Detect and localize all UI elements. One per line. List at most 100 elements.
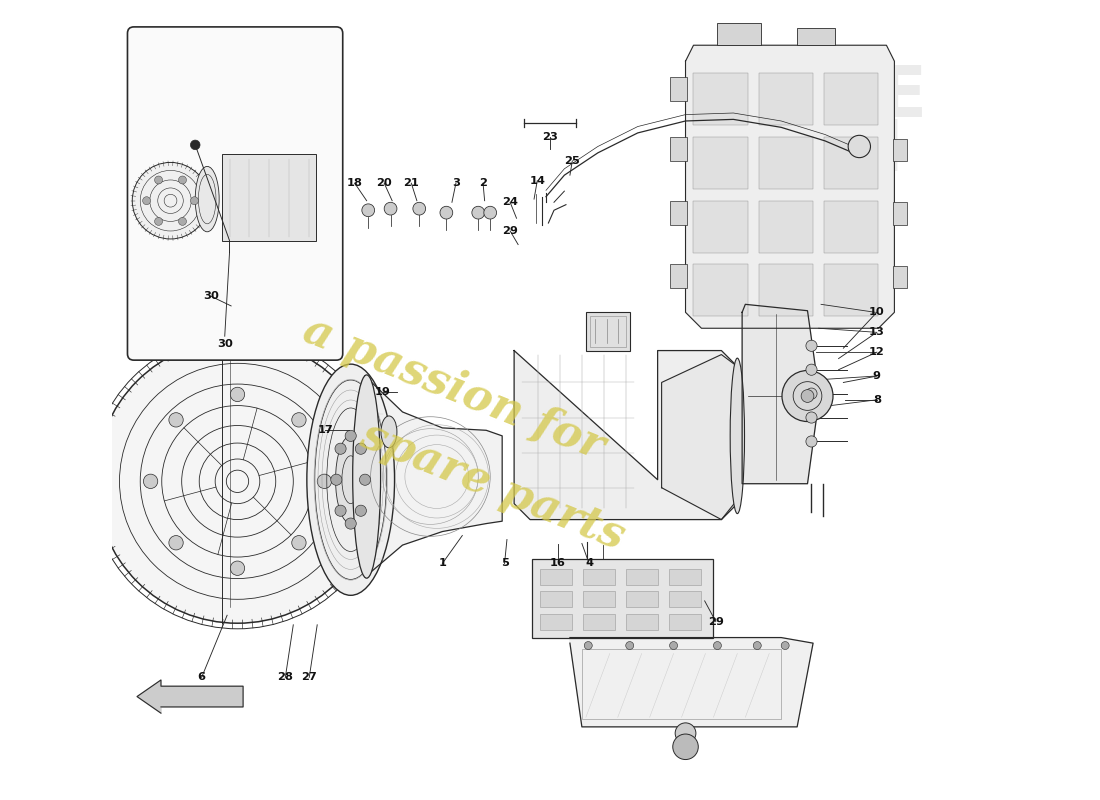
Circle shape (355, 443, 366, 454)
Text: 30: 30 (204, 291, 219, 302)
Bar (824, 73, 879, 125)
Bar (670, 201, 688, 225)
Text: 16: 16 (550, 558, 565, 569)
Circle shape (143, 197, 151, 205)
Bar (798, 28, 835, 46)
Bar (893, 266, 907, 288)
Circle shape (178, 176, 187, 184)
Circle shape (362, 204, 375, 217)
Text: 10: 10 (869, 307, 884, 318)
Text: 27: 27 (301, 673, 317, 682)
Circle shape (155, 176, 163, 184)
Ellipse shape (730, 358, 745, 514)
Ellipse shape (353, 375, 381, 578)
Circle shape (412, 202, 426, 215)
Circle shape (440, 206, 453, 219)
Bar (759, 73, 813, 125)
Bar (221, 154, 316, 241)
Circle shape (670, 642, 678, 650)
Circle shape (472, 206, 485, 219)
Circle shape (132, 162, 209, 239)
Circle shape (230, 387, 244, 402)
Text: 20: 20 (376, 178, 392, 188)
Bar (693, 73, 748, 125)
Circle shape (781, 642, 789, 650)
Circle shape (782, 370, 833, 422)
Polygon shape (685, 46, 894, 328)
Text: 14: 14 (529, 176, 546, 186)
Text: a passion for: a passion for (297, 308, 612, 468)
Circle shape (673, 734, 698, 759)
Bar (582, 649, 781, 719)
Circle shape (336, 443, 346, 454)
Polygon shape (365, 376, 503, 577)
Circle shape (345, 518, 356, 529)
Bar (693, 201, 748, 253)
Text: 23: 23 (542, 132, 558, 142)
Text: 29: 29 (503, 226, 518, 236)
Ellipse shape (195, 166, 219, 232)
Bar (759, 201, 813, 253)
Bar (590, 316, 626, 346)
Circle shape (345, 430, 356, 442)
Circle shape (169, 535, 184, 550)
Text: 21: 21 (404, 178, 419, 188)
Circle shape (178, 218, 187, 226)
Polygon shape (742, 304, 820, 484)
Circle shape (169, 413, 184, 427)
Circle shape (806, 388, 817, 399)
Bar (626, 569, 658, 585)
Bar (670, 77, 688, 101)
Circle shape (292, 535, 306, 550)
Circle shape (484, 206, 496, 219)
Ellipse shape (381, 416, 397, 448)
Text: 12: 12 (869, 347, 884, 357)
Text: 1: 1 (439, 558, 447, 569)
Bar (540, 591, 572, 607)
Circle shape (190, 197, 198, 205)
Polygon shape (138, 680, 243, 713)
Bar (540, 569, 572, 585)
Bar (669, 614, 701, 630)
Circle shape (360, 474, 371, 486)
Bar (893, 138, 907, 161)
Circle shape (336, 505, 346, 516)
Text: 5: 5 (500, 558, 508, 569)
Text: 8: 8 (873, 395, 881, 405)
Bar (670, 137, 688, 161)
Bar (626, 614, 658, 630)
Bar (893, 202, 907, 225)
Bar (669, 591, 701, 607)
Bar (540, 614, 572, 630)
Circle shape (675, 723, 696, 744)
Text: RATI: RATI (722, 117, 904, 186)
Circle shape (801, 390, 814, 402)
Ellipse shape (336, 436, 366, 523)
Circle shape (754, 642, 761, 650)
Text: 29: 29 (708, 617, 724, 626)
Circle shape (714, 642, 722, 650)
Bar (583, 569, 615, 585)
Circle shape (384, 202, 397, 215)
Bar (626, 591, 658, 607)
Bar (531, 559, 714, 638)
Circle shape (190, 140, 200, 150)
Text: 19: 19 (375, 387, 390, 397)
Circle shape (626, 642, 634, 650)
Text: 30: 30 (217, 339, 233, 349)
Circle shape (848, 135, 870, 158)
Circle shape (806, 340, 817, 351)
Polygon shape (570, 638, 813, 727)
Circle shape (806, 436, 817, 447)
Text: 2: 2 (480, 178, 487, 188)
Bar (717, 23, 761, 46)
Polygon shape (514, 350, 737, 519)
Text: 9: 9 (873, 371, 881, 381)
Text: spare parts: spare parts (354, 414, 631, 558)
Text: 4: 4 (585, 558, 593, 569)
Bar (693, 265, 748, 316)
Circle shape (230, 561, 244, 575)
Text: 24: 24 (503, 198, 518, 207)
Circle shape (155, 218, 163, 226)
Text: 18: 18 (346, 178, 363, 188)
